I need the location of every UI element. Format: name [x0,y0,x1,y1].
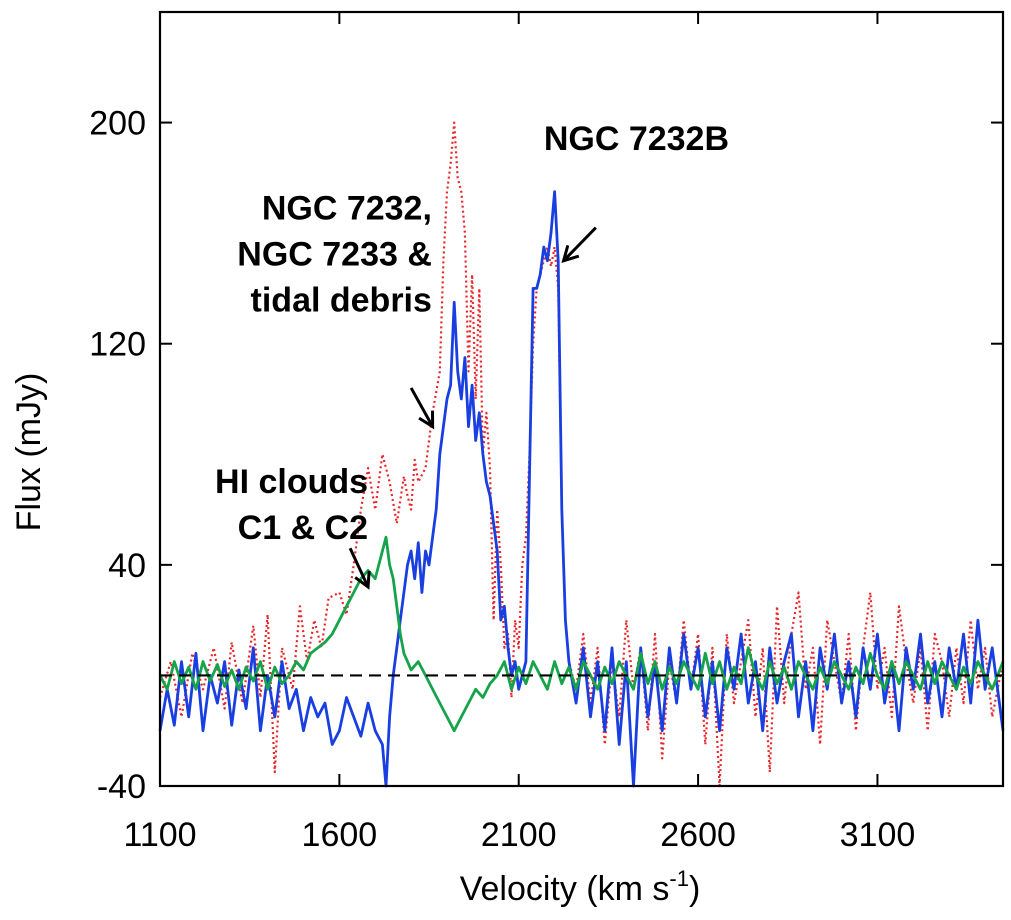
annotation-3-line-1: HI clouds [215,463,368,501]
y-tick-label: 40 [108,547,146,585]
y-tick-label: 200 [89,105,146,143]
x-tick-label: 1100 [123,816,196,854]
x-tick-label: 2100 [481,816,557,854]
x-tick-label: 2600 [660,816,736,854]
annotation-3-line-2: C1 & C2 [238,509,368,547]
arrow-shaft [348,547,370,588]
annotation-2-line-1: NGC 7232B [544,120,729,158]
annotation-1-line-2: NGC 7233 & [237,235,432,273]
x-axis-title-close: ) [689,870,700,908]
x-tick-label: 3100 [840,816,916,854]
x-axis-title: Velocity (km s-1) [460,866,701,908]
annotation-arrow-3 [348,547,371,590]
x-tick-label: 1600 [302,816,378,854]
annotation-1-line-1: NGC 7232, [262,189,432,227]
x-axis-title-unit-exponent: -1 [669,866,689,891]
arrow-head [561,244,580,264]
annotation-arrow-2 [561,226,597,264]
arrow-head [354,570,371,590]
annotations-layer: NGC 7232, NGC 7233 & tidal debris NGC 7232B… [215,120,729,590]
x-axis-title-main: Velocity (km s [460,870,670,908]
plot-frame [158,10,1005,788]
arrow-head [418,410,435,430]
annotation-arrow-1 [409,387,435,430]
arrow-shaft [562,226,597,262]
y-axis-title: Flux (mJy) [10,373,48,532]
series-line-2 [158,190,1005,788]
y-tick-label: 120 [89,326,146,364]
ticks-layer: 1100 1600 2100 2600 3100 -40 40 120 200 [89,12,1003,854]
arrow-shaft [409,387,434,428]
y-tick-label: -40 [97,768,146,806]
annotation-1-line-3: tidal debris [251,281,432,319]
